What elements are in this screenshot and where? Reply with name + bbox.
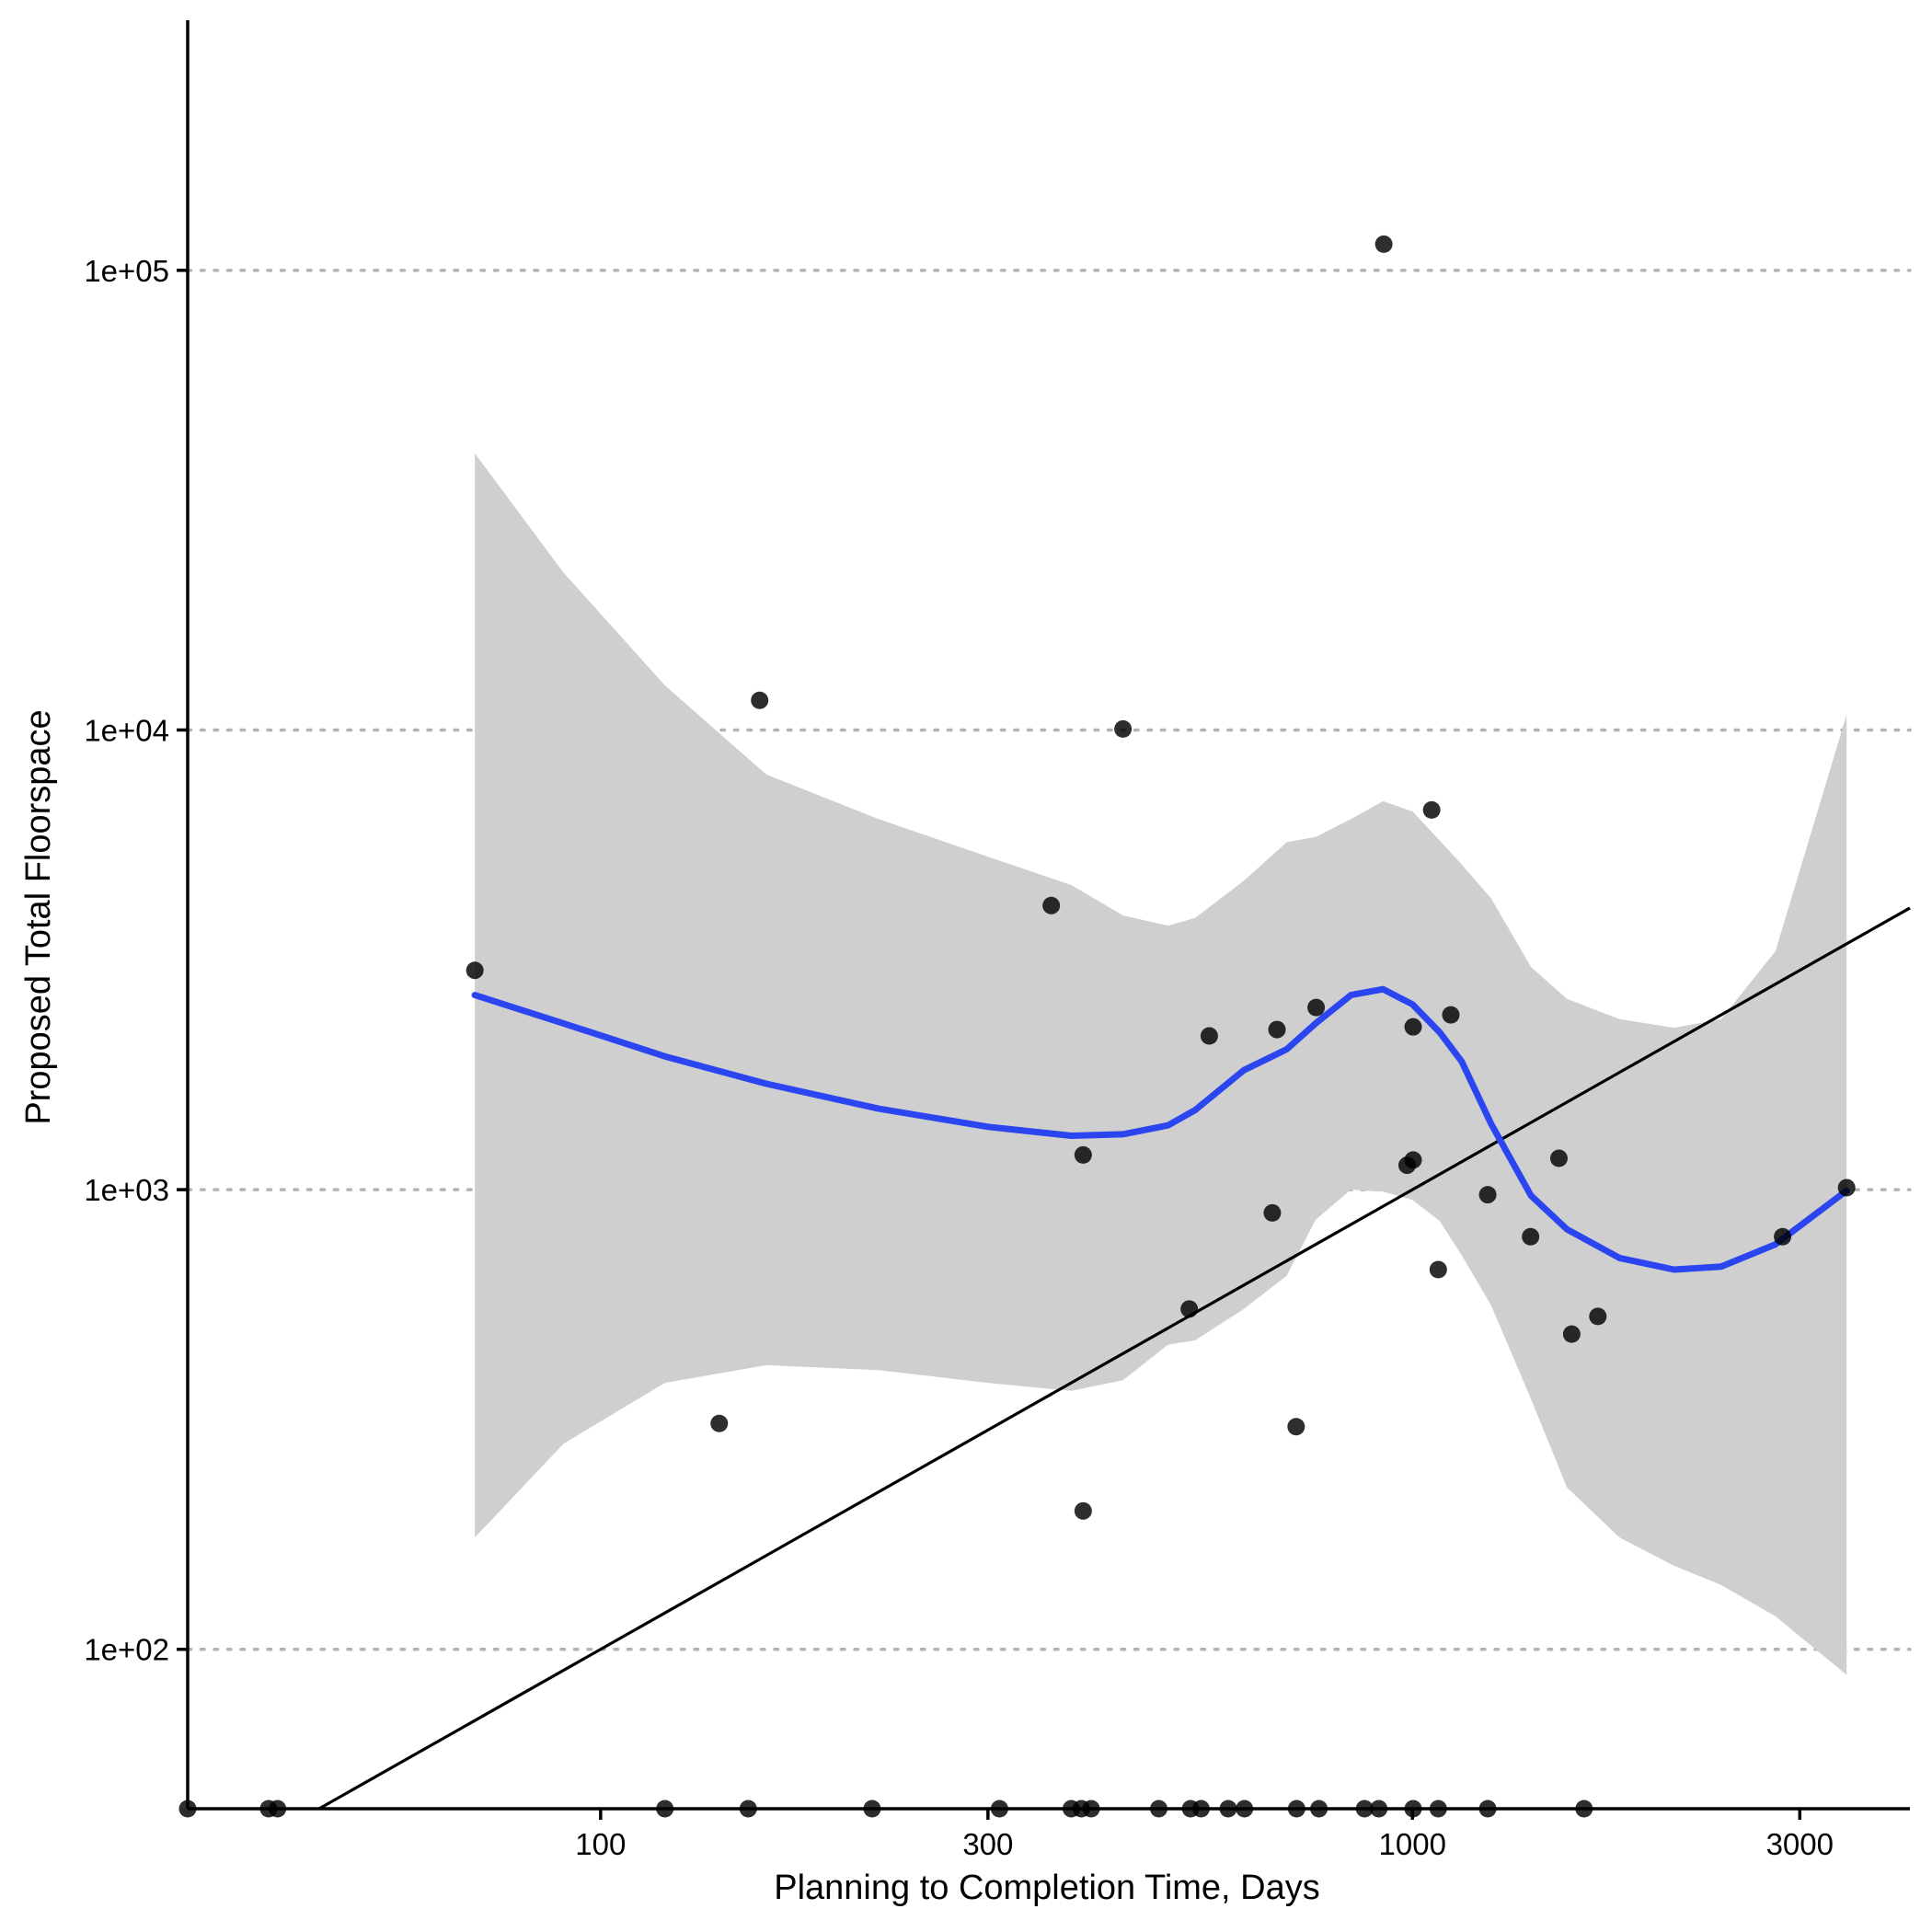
data-point xyxy=(1268,1020,1286,1039)
data-point xyxy=(1478,1186,1497,1204)
data-point xyxy=(1774,1227,1792,1246)
data-point xyxy=(1589,1307,1607,1326)
smooth-line xyxy=(471,985,1850,1273)
data-point xyxy=(1042,896,1061,914)
confidence-band-area xyxy=(475,453,1847,1675)
data-point xyxy=(751,691,769,709)
data-point xyxy=(1374,235,1393,253)
y-axis-title: Proposed Total Floorspace xyxy=(19,709,58,1124)
tick-labels: 100 300 1000 3000 1e+02 1e+03 1e+04 1e+05 xyxy=(84,254,1834,1861)
data-point xyxy=(1200,1027,1218,1045)
x-tick-label: 1000 xyxy=(1379,1827,1446,1861)
data-point xyxy=(1263,1203,1282,1222)
confidence-band xyxy=(475,453,1847,1675)
x-tick-label: 100 xyxy=(575,1827,626,1861)
data-point xyxy=(466,961,484,980)
data-point xyxy=(1429,1260,1447,1279)
data-point xyxy=(1562,1325,1581,1343)
y-tick-label: 1e+05 xyxy=(84,254,169,288)
data-point xyxy=(1422,800,1441,819)
data-point xyxy=(1074,1501,1092,1520)
x-axis-title: Planning to Completion Time, Days xyxy=(774,1869,1320,1907)
data-point xyxy=(1114,719,1133,738)
data-point xyxy=(1522,1227,1540,1246)
data-point xyxy=(1180,1300,1199,1318)
data-point xyxy=(1837,1179,1856,1197)
data-point xyxy=(1442,1006,1460,1024)
data-point xyxy=(710,1414,729,1432)
y-tick-label: 1e+04 xyxy=(84,713,169,747)
x-tick-label: 3000 xyxy=(1766,1827,1834,1861)
y-tick-label: 1e+02 xyxy=(84,1633,169,1667)
data-point xyxy=(1287,1418,1305,1436)
data-point xyxy=(1404,1018,1422,1036)
axes xyxy=(177,20,1910,1820)
data-point xyxy=(1549,1149,1568,1167)
data-point xyxy=(1074,1145,1092,1164)
reference-line-group xyxy=(318,906,1911,1811)
reference-line xyxy=(318,906,1911,1811)
data-point xyxy=(1404,1151,1422,1169)
smooth-line-group xyxy=(471,985,1850,1273)
data-point xyxy=(1307,998,1326,1017)
y-tick-label: 1e+03 xyxy=(84,1173,169,1207)
x-tick-label: 300 xyxy=(962,1827,1013,1861)
